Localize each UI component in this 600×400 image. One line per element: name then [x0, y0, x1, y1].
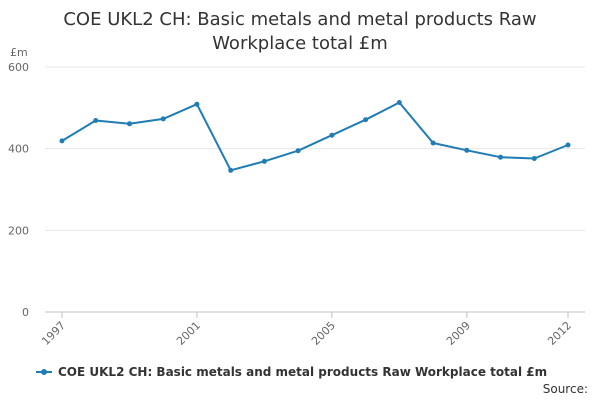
data-point[interactable]	[565, 142, 571, 148]
chart-title: COE UKL2 CH: Basic metals and metal prod…	[0, 8, 600, 56]
y-axis-ticks: 0 200 400 600	[8, 61, 29, 319]
y-tick-label: 600	[8, 61, 29, 74]
y-tick-label: 200	[8, 224, 29, 237]
data-point[interactable]	[295, 148, 301, 154]
x-tick-label: 2001	[174, 319, 203, 348]
x-tick-label: 1997	[39, 319, 68, 348]
data-point[interactable]	[228, 167, 234, 173]
legend-dot	[41, 369, 47, 375]
x-tick-label: 2009	[444, 319, 473, 348]
y-axis-unit-label: £m	[10, 46, 28, 59]
series-layer	[59, 100, 571, 173]
y-tick-label: 0	[22, 306, 29, 319]
legend[interactable]: COE UKL2 CH: Basic metals and metal prod…	[36, 364, 547, 380]
grid-lines	[45, 66, 585, 313]
series-line	[61, 101, 569, 172]
data-point[interactable]	[329, 132, 335, 138]
data-point[interactable]	[160, 116, 166, 122]
data-point[interactable]	[127, 121, 132, 127]
y-tick-label: 400	[8, 143, 29, 156]
data-point[interactable]	[59, 138, 65, 144]
chart-title-line-1: COE UKL2 CH: Basic metals and metal prod…	[63, 9, 537, 30]
x-tick-label: 2012	[545, 319, 574, 348]
data-point[interactable]	[464, 147, 470, 153]
data-point[interactable]	[430, 140, 436, 146]
data-point[interactable]	[396, 100, 402, 105]
data-point[interactable]	[194, 101, 200, 107]
legend-label: COE UKL2 CH: Basic metals and metal prod…	[58, 365, 548, 379]
data-point[interactable]	[93, 118, 99, 123]
data-point[interactable]	[498, 154, 503, 160]
data-point[interactable]	[531, 156, 537, 161]
x-axis: 1997 2001 2005 2009 2012	[39, 312, 574, 348]
data-point[interactable]	[261, 158, 267, 164]
data-point[interactable]	[363, 117, 369, 123]
x-tick-label: 2005	[309, 319, 338, 348]
source-label: Source:	[542, 382, 588, 396]
legend-marker-icon	[36, 364, 52, 380]
chart-title-line-2: Workplace total £m	[212, 33, 388, 54]
